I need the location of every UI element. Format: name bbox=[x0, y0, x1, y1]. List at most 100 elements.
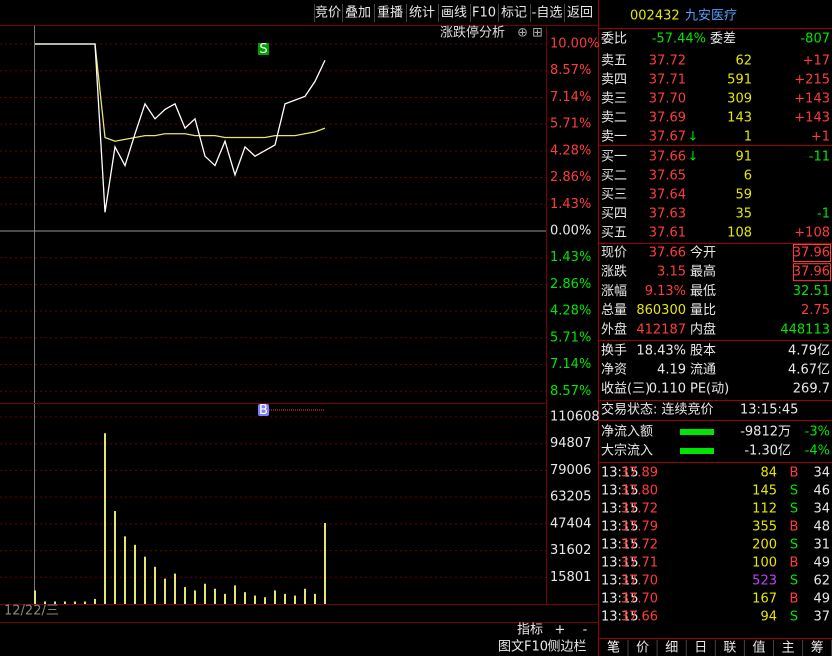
panel-icons[interactable]: ⊕ ⊞ bbox=[517, 26, 543, 41]
toolbar-button[interactable]: 标记 bbox=[501, 6, 527, 21]
tab[interactable]: 价 bbox=[636, 641, 649, 656]
quote-label: 外盘 bbox=[601, 321, 627, 337]
status-label: 交易状态: 连续竞价 bbox=[601, 402, 714, 418]
trade-count: 49 bbox=[813, 592, 830, 607]
price-axis-label: 5.71% bbox=[550, 117, 591, 132]
toolbar-button[interactable]: 返回 bbox=[567, 6, 593, 21]
book-volume: 143 bbox=[727, 111, 752, 126]
volume-bar bbox=[224, 593, 226, 604]
price-axis-label: 8.57% bbox=[550, 63, 591, 78]
stat-label: 换手 bbox=[601, 344, 627, 359]
trade-side: S bbox=[790, 484, 798, 499]
flow-percent: -4% bbox=[805, 444, 830, 459]
quote-value: 32.51 bbox=[793, 284, 830, 299]
book-label: 买四 bbox=[601, 207, 627, 222]
flow-value: -9812万 bbox=[740, 425, 791, 440]
quote-label: 现价 bbox=[601, 246, 627, 261]
quote-label: 总量 bbox=[601, 303, 627, 318]
toolbar-button[interactable]: 重播 bbox=[377, 5, 403, 21]
trade-count: 48 bbox=[813, 520, 830, 535]
indicator-button[interactable]: 指标 bbox=[517, 623, 543, 638]
volume-bar bbox=[114, 511, 116, 604]
trade-count: 34 bbox=[813, 502, 830, 517]
book-volume: 1 bbox=[744, 130, 752, 145]
trade-price: 37.70 bbox=[621, 592, 658, 607]
buy-marker-box bbox=[258, 404, 269, 416]
price-axis-label: 4.28% bbox=[550, 143, 591, 158]
stat-value: 4.67亿 bbox=[788, 363, 830, 378]
book-label: 买二 bbox=[601, 169, 627, 184]
book-change: -11 bbox=[809, 150, 830, 165]
trade-time: 13:15 bbox=[601, 610, 638, 625]
bottom-link[interactable]: 侧边栏 bbox=[547, 640, 586, 655]
quote-label: 涨幅 bbox=[601, 284, 627, 299]
quote-label: 最低 bbox=[690, 284, 716, 299]
quote-value: 2.75 bbox=[801, 303, 830, 318]
order-ratio-value: -57.44% bbox=[652, 32, 706, 47]
trade-side: S bbox=[790, 538, 798, 553]
volume-axis-label: 110608 bbox=[550, 410, 600, 425]
price-axis-label: 1.43% bbox=[550, 250, 591, 265]
tab[interactable]: 细 bbox=[665, 641, 678, 656]
quote-value: 3.15 bbox=[657, 265, 686, 280]
book-price: 37.64 bbox=[649, 188, 686, 203]
sell-marker-box bbox=[258, 43, 269, 55]
volume-axis-label: 94807 bbox=[550, 436, 591, 451]
tab[interactable]: 主 bbox=[782, 641, 795, 656]
toolbar-button[interactable]: 统计 bbox=[409, 6, 435, 21]
tab[interactable]: 值 bbox=[752, 640, 765, 656]
toolbar-button[interactable]: 画线 bbox=[441, 6, 467, 21]
book-label: 卖二 bbox=[601, 111, 627, 126]
book-price: 37.72 bbox=[649, 54, 686, 69]
book-arrow: ↓ bbox=[688, 130, 699, 145]
book-label: 买一 bbox=[601, 150, 627, 165]
quote-value: 37.66 bbox=[649, 246, 686, 261]
price-axis-label: 1.43% bbox=[550, 197, 591, 212]
flow-percent: -3% bbox=[805, 425, 830, 440]
indicator-button[interactable]: + bbox=[555, 623, 566, 638]
bottom-link[interactable]: 图文F10 bbox=[498, 640, 548, 655]
book-label: 卖四 bbox=[601, 73, 627, 88]
indicator-button[interactable]: - bbox=[583, 623, 588, 638]
sell-marker: S bbox=[259, 42, 267, 57]
book-price: 37.66 bbox=[649, 150, 686, 165]
toolbar-button[interactable]: 叠加 bbox=[345, 6, 371, 21]
volume-bar bbox=[234, 585, 236, 604]
price-axis-label: 4.28% bbox=[550, 304, 591, 319]
tab[interactable]: 筹 bbox=[811, 640, 824, 656]
trade-side: S bbox=[790, 502, 798, 517]
volume-bar bbox=[124, 536, 126, 604]
stat-value: 0.110 bbox=[649, 382, 686, 397]
volume-axis-label: 63205 bbox=[550, 490, 591, 505]
trade-price: 37.70 bbox=[621, 574, 658, 589]
toolbar-button[interactable]: 竞价 bbox=[315, 5, 341, 21]
volume-bar bbox=[264, 597, 266, 604]
tab[interactable]: 联 bbox=[723, 641, 736, 656]
trade-time: 13:15 bbox=[601, 538, 638, 553]
volume-bar bbox=[284, 593, 286, 604]
quote-value: 37.96 bbox=[793, 265, 830, 280]
toolbar-button[interactable]: -自选 bbox=[532, 6, 563, 21]
trade-side: B bbox=[790, 466, 799, 481]
quote-label: 最高 bbox=[690, 264, 716, 280]
stat-value: 18.43% bbox=[636, 344, 686, 359]
volume-bar bbox=[164, 578, 166, 604]
quote-label: 量比 bbox=[690, 303, 716, 318]
limit-box bbox=[793, 244, 831, 262]
order-ratio-label: 委比 bbox=[601, 32, 627, 47]
toolbar-button[interactable]: F10 bbox=[472, 6, 496, 21]
volume-bar bbox=[74, 601, 76, 604]
price-line bbox=[35, 43, 326, 213]
panel-label[interactable]: 涨跌停分析 bbox=[440, 25, 505, 41]
tab[interactable]: 日 bbox=[694, 641, 707, 656]
trade-time: 13:15 bbox=[601, 466, 638, 481]
buy-marker: B bbox=[259, 403, 268, 418]
trade-time: 13:15 bbox=[601, 520, 638, 535]
trade-price: 37.80 bbox=[621, 484, 658, 499]
trade-count: 34 bbox=[813, 466, 830, 481]
volume-bar bbox=[144, 556, 146, 604]
stat-label: 股本 bbox=[690, 344, 716, 359]
book-volume: 108 bbox=[727, 226, 752, 241]
tab[interactable]: 笔 bbox=[607, 640, 620, 656]
